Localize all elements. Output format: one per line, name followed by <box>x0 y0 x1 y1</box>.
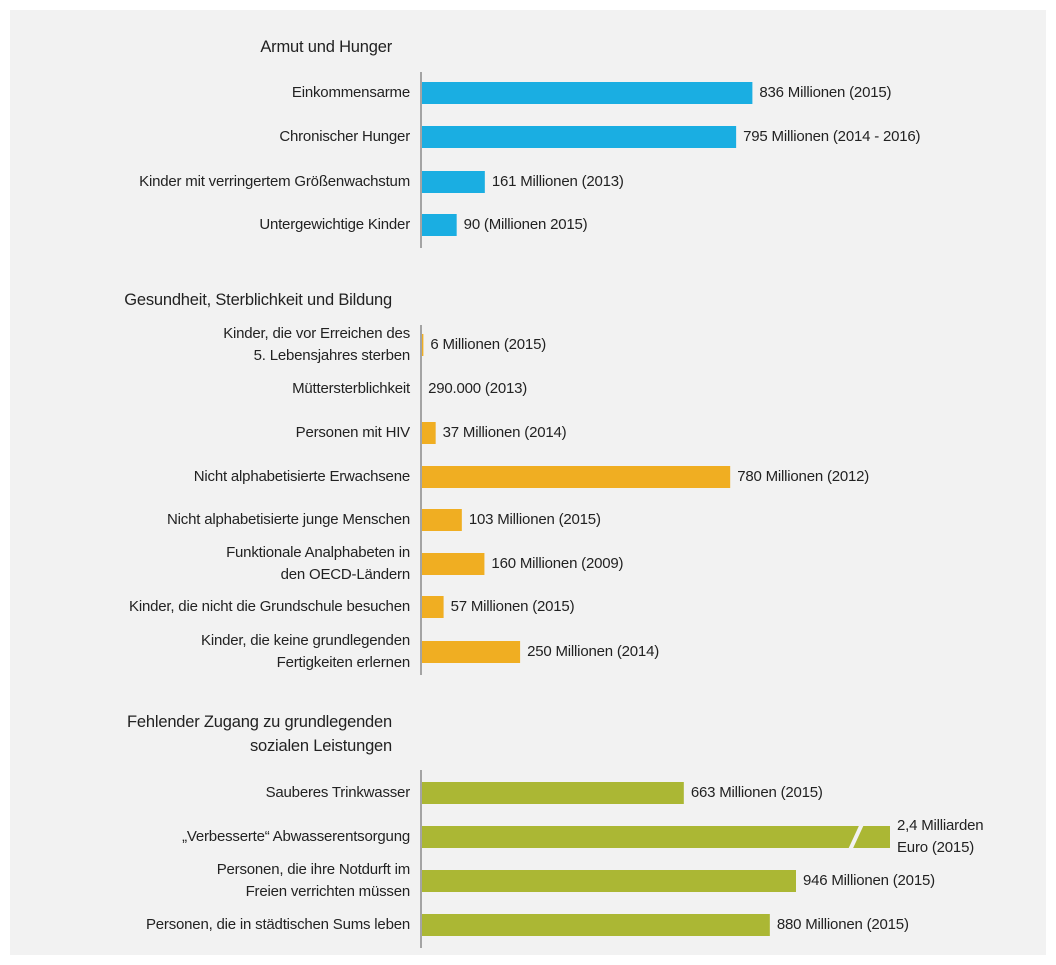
value-label: 663 Millionen (2015) <box>690 784 823 801</box>
category-label: Sauberes Trinkwasser <box>265 784 411 801</box>
bar <box>422 596 444 618</box>
bar <box>422 782 684 804</box>
category-label: Personen, die in städtischen Sums leben <box>145 916 410 933</box>
bar <box>422 126 737 148</box>
category-label: Einkommensarme <box>291 84 410 101</box>
value-label: 836 Millionen (2015) <box>759 84 892 101</box>
category-label: Personen, die ihre Notdurft im Freien ve… <box>216 861 410 900</box>
category-label: Chronischer Hunger <box>279 128 410 145</box>
category-label: Funktionale Analphabeten in den OECD-Län… <box>226 544 410 583</box>
bar-break <box>848 823 864 851</box>
bar <box>422 171 485 193</box>
bar <box>422 826 890 848</box>
category-label: Kinder, die keine grundlegenden Fertigke… <box>201 632 410 671</box>
category-label: Nicht alphabetisierte junge Menschen <box>167 511 410 528</box>
group-title: Armut und Hunger <box>260 38 392 56</box>
value-label: 250 Millionen (2014) <box>527 643 660 660</box>
value-label: 37 Millionen (2014) <box>442 424 567 441</box>
category-label: Untergewichtige Kinder <box>259 216 410 233</box>
category-label: Müttersterblichkeit <box>292 380 410 397</box>
value-label: 946 Millionen (2015) <box>802 872 935 889</box>
value-label: 90 (Millionen 2015) <box>463 216 588 233</box>
value-label: 2,4 Milliarden Euro (2015) <box>897 817 984 856</box>
category-label: „Verbesserte“ Abwasserentsorgung <box>182 828 410 845</box>
value-label: 780 Millionen (2012) <box>737 468 870 485</box>
value-label: 103 Millionen (2015) <box>468 511 601 528</box>
bar <box>422 509 462 531</box>
value-label: 290.000 (2013) <box>428 380 528 397</box>
bar <box>422 466 731 488</box>
group-title: Gesundheit, Sterblichkeit und Bildung <box>124 291 392 309</box>
bar <box>422 553 485 575</box>
category-label: Kinder mit verringertem Größenwachstum <box>139 173 410 190</box>
value-label: 795 Millionen (2014 - 2016) <box>743 128 921 145</box>
value-label: 160 Millionen (2009) <box>491 555 624 572</box>
bar <box>422 334 424 356</box>
bar <box>422 641 521 663</box>
value-label: 161 Millionen (2013) <box>491 173 624 190</box>
bar <box>422 82 753 104</box>
bar <box>422 870 796 892</box>
bar <box>422 422 436 444</box>
bar <box>422 214 457 236</box>
category-label: Kinder, die vor Erreichen des 5. Lebensj… <box>223 325 410 364</box>
value-label: 57 Millionen (2015) <box>450 598 575 615</box>
group-title: Fehlender Zugang zu grundlegenden sozial… <box>127 713 392 755</box>
bar <box>422 914 770 936</box>
category-label: Personen mit HIV <box>295 424 411 441</box>
category-label: Kinder, die nicht die Grundschule besuch… <box>129 598 410 615</box>
value-label: 6 Millionen (2015) <box>430 336 547 353</box>
value-label: 880 Millionen (2015) <box>776 916 909 933</box>
category-label: Nicht alphabetisierte Erwachsene <box>193 468 410 485</box>
